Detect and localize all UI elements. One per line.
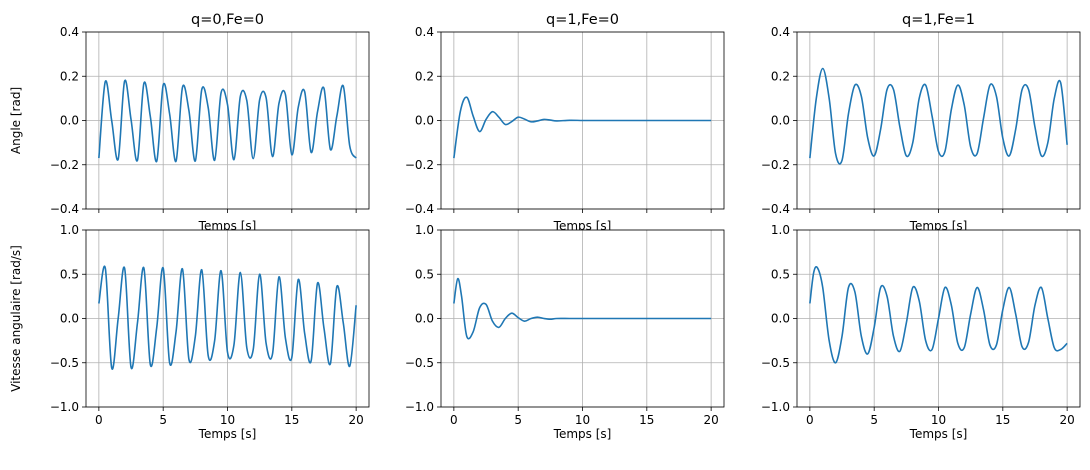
series-line-angle [453,96,712,159]
series-line-angular_velocity [98,265,357,370]
subplot-angular_velocity-3: 0 5 10 15 20 −1.0 −0.5 0.0 0.5 1.0 Temps [s] [761,223,1081,441]
y-axis-label: Vitesse angulaire [rad/s] [9,245,23,392]
x-axis-label: Temps [s] [553,427,612,441]
x-tick-label: 10 [220,413,235,427]
y-tick-label: −0.4 [405,202,434,216]
y-tick-label: 0.5 [771,267,790,281]
y-tick-label: 0.2 [60,69,79,83]
x-tick-label: 15 [639,413,654,427]
y-tick-label: −0.5 [50,356,79,370]
x-tick-label: 15 [284,413,299,427]
y-tick-label: 0.0 [60,114,79,128]
y-tick-label: −0.5 [405,356,434,370]
subplot-angle-2: −0.4 −0.2 0.0 0.2 0.4 Temps [s] q=1,Fe=0 [405,12,725,233]
x-tick-label: 5 [870,413,878,427]
y-tick-label: −0.5 [761,356,790,370]
subplot-title: q=1,Fe=0 [546,12,619,28]
series-line-angular_velocity [453,277,712,340]
y-tick-label: 1.0 [771,223,790,237]
y-tick-label: 1.0 [415,223,434,237]
y-tick-label: 0.2 [415,69,434,83]
x-axis-label: Temps [s] [909,427,968,441]
x-tick-label: 20 [703,413,718,427]
y-tick-label: 0.0 [60,312,79,326]
y-tick-label: 0.0 [771,114,790,128]
y-tick-label: 1.0 [60,223,79,237]
x-tick-label: 0 [95,413,103,427]
x-tick-label: 0 [450,413,458,427]
y-tick-label: −1.0 [405,400,434,414]
x-tick-label: 10 [931,413,946,427]
y-tick-label: 0.0 [415,114,434,128]
x-tick-label: 20 [348,413,363,427]
y-tick-label: 0.2 [771,69,790,83]
x-axis-label: Temps [s] [198,427,257,441]
y-tick-label: −0.4 [761,202,790,216]
subplot-title: q=1,Fe=1 [902,12,975,28]
x-axis-label: Temps [s] [909,219,968,233]
subplot-angle-1: −0.4 −0.2 0.0 0.2 0.4 Temps [s] Angle [rad] q=0… [9,12,370,233]
x-tick-label: 10 [575,413,590,427]
y-tick-label: −0.4 [50,202,79,216]
y-tick-label: 0.5 [415,267,434,281]
y-tick-label: 0.0 [415,312,434,326]
y-tick-label: −0.2 [761,158,790,172]
y-tick-label: 0.0 [771,312,790,326]
x-tick-label: 0 [806,413,814,427]
subplot-angle-3: −0.4 −0.2 0.0 0.2 0.4 Temps [s] q=1,Fe=1 [761,12,1081,233]
series-line-angle [809,67,1068,165]
y-tick-label: −0.2 [50,158,79,172]
x-tick-label: 5 [159,413,167,427]
x-tick-label: 15 [995,413,1010,427]
subplot-angular_velocity-2: 0 5 10 15 20 −1.0 −0.5 0.0 0.5 1.0 Temps [s] [405,223,725,441]
x-tick-label: 20 [1059,413,1074,427]
x-axis-label: Temps [s] [198,219,257,233]
subplot-angular_velocity-1: 0 5 10 15 20 −1.0 −0.5 0.0 0.5 1.0 Temps [s] Vitess… [9,223,370,441]
y-tick-label: 0.5 [60,267,79,281]
y-tick-label: −1.0 [761,400,790,414]
y-axis-label: Angle [rad] [9,87,23,154]
y-tick-label: 0.4 [60,25,79,39]
y-tick-label: 0.4 [415,25,434,39]
series-line-angular_velocity [809,265,1068,364]
y-tick-label: −1.0 [50,400,79,414]
subplot-title: q=0,Fe=0 [191,12,264,28]
y-tick-label: −0.2 [405,158,434,172]
subplot-grid: −0.4 −0.2 0.0 0.2 0.4 Temps [s] Angle [rad] q=0… [9,12,1081,441]
y-tick-label: 0.4 [771,25,790,39]
series-line-angle [98,79,357,163]
x-axis-label: Temps [s] [553,219,612,233]
x-tick-label: 5 [514,413,522,427]
